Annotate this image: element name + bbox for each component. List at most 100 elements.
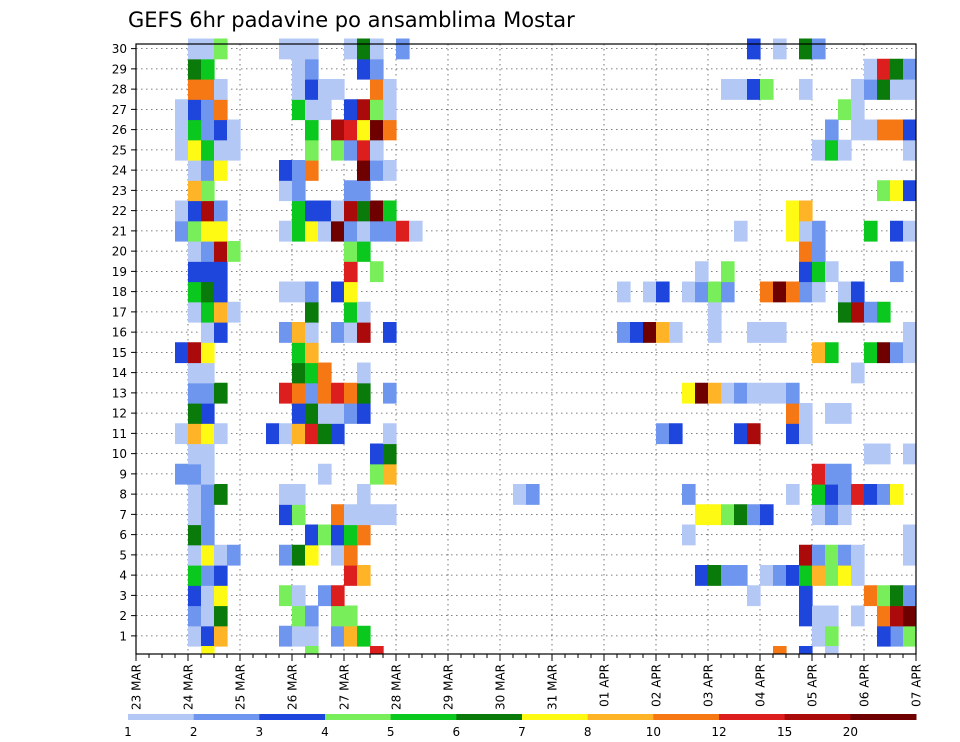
- heatmap-cell: [838, 504, 852, 526]
- heatmap-cell: [331, 544, 345, 566]
- heatmap-cell: [188, 484, 202, 505]
- heatmap-cell: [201, 504, 215, 526]
- heatmap-cell: [305, 200, 319, 222]
- heatmap-cell: [799, 38, 813, 60]
- heatmap-cell: [201, 544, 215, 566]
- heatmap-cell: [188, 119, 202, 141]
- x-tick-label: 02 APR: [650, 664, 664, 707]
- x-tick-label: 25 MAR: [234, 664, 248, 710]
- heatmap-cell: [838, 544, 852, 566]
- heatmap-cell: [201, 38, 215, 60]
- heatmap-cell: [747, 423, 761, 445]
- heatmap-cell: [188, 565, 202, 586]
- heatmap-cell: [279, 585, 293, 607]
- heatmap-cell: [903, 139, 916, 161]
- y-tick-label: 2: [119, 609, 127, 623]
- heatmap-cell: [669, 322, 683, 343]
- heatmap-cell: [695, 261, 709, 283]
- heatmap-cell: [903, 524, 916, 546]
- colorbar-swatch: [456, 714, 523, 720]
- heatmap-cell: [695, 565, 709, 586]
- heatmap-cell: [747, 79, 761, 100]
- heatmap-cell: [851, 99, 865, 121]
- heatmap-cell: [188, 423, 202, 445]
- heatmap-cell: [201, 200, 215, 222]
- x-tick-label: 30 MAR: [494, 664, 508, 710]
- heatmap-cell: [851, 565, 865, 586]
- heatmap-cell: [786, 220, 800, 242]
- heatmap-cell: [318, 423, 332, 445]
- heatmap-cell: [201, 79, 215, 100]
- heatmap-cell: [903, 180, 916, 202]
- y-tick-label: 24: [112, 164, 127, 178]
- heatmap-cell: [292, 403, 306, 424]
- heatmap-cell: [903, 342, 916, 364]
- heatmap-cell: [214, 200, 228, 222]
- heatmap-cell: [838, 99, 852, 121]
- heatmap-cell: [708, 504, 722, 526]
- heatmap-cell: [799, 241, 813, 262]
- heatmap-cell: [812, 261, 826, 283]
- heatmap-cell: [786, 403, 800, 424]
- heatmap-cell: [383, 99, 397, 121]
- heatmap-cell: [188, 544, 202, 566]
- x-tick-label: 26 MAR: [286, 664, 300, 710]
- heatmap-cell: [214, 585, 228, 607]
- heatmap-cell: [188, 403, 202, 424]
- heatmap-cell: [357, 565, 371, 586]
- y-tick-label: 3: [119, 589, 127, 603]
- colorbar-label: 7: [518, 725, 526, 739]
- heatmap-cell: [214, 484, 228, 505]
- heatmap-cell: [708, 281, 722, 303]
- colorbar-swatch: [784, 714, 851, 720]
- heatmap-cell: [877, 79, 891, 100]
- heatmap-cell: [188, 443, 202, 465]
- heatmap-cell: [812, 281, 826, 303]
- heatmap-cell: [370, 504, 384, 526]
- heatmap-cell: [383, 322, 397, 343]
- heatmap-cell: [383, 504, 397, 526]
- heatmap-cell: [201, 281, 215, 303]
- heatmap-cell: [760, 322, 774, 343]
- heatmap-cell: [370, 79, 384, 100]
- heatmap-cell: [201, 119, 215, 141]
- heatmap-cell: [305, 220, 319, 242]
- heatmap-cell: [890, 585, 904, 607]
- heatmap-cell: [214, 99, 228, 121]
- heatmap-cell: [357, 504, 371, 526]
- heatmap-cell: [851, 119, 865, 141]
- heatmap-cell: [331, 79, 345, 100]
- heatmap-cell: [370, 38, 384, 60]
- heatmap-cell: [227, 139, 241, 161]
- y-tick-label: 11: [112, 427, 127, 441]
- y-tick-label: 9: [119, 467, 127, 481]
- colorbar-swatch: [193, 714, 260, 720]
- y-tick-label: 18: [112, 285, 127, 299]
- heatmap-cell: [383, 200, 397, 222]
- heatmap-cell: [357, 220, 371, 242]
- heatmap-cell: [383, 463, 397, 485]
- heatmap-cell: [344, 544, 358, 566]
- heatmap-cell: [734, 504, 748, 526]
- y-tick-label: 21: [112, 224, 127, 238]
- heatmap-cell: [825, 139, 839, 161]
- heatmap-cell: [188, 99, 202, 121]
- chart-title: GEFS 6hr padavine po ansamblima Mostar: [128, 8, 575, 32]
- heatmap-cell: [890, 484, 904, 505]
- heatmap-cell: [201, 180, 215, 202]
- heatmap-cell: [344, 605, 358, 627]
- heatmap-cell: [214, 382, 228, 404]
- heatmap-cell: [825, 261, 839, 283]
- heatmap-cell: [344, 38, 358, 60]
- heatmap-cell: [214, 241, 228, 262]
- heatmap-cell: [214, 322, 228, 343]
- heatmap-cell: [903, 220, 916, 242]
- heatmap-cell: [214, 220, 228, 242]
- heatmap-cell: [331, 382, 345, 404]
- heatmap-cell: [383, 79, 397, 100]
- colorbar-swatch: [587, 714, 654, 720]
- heatmap-cell: [201, 58, 215, 80]
- heatmap-cell: [201, 524, 215, 546]
- y-tick-label: 5: [119, 548, 127, 562]
- heatmap-cell: [357, 403, 371, 424]
